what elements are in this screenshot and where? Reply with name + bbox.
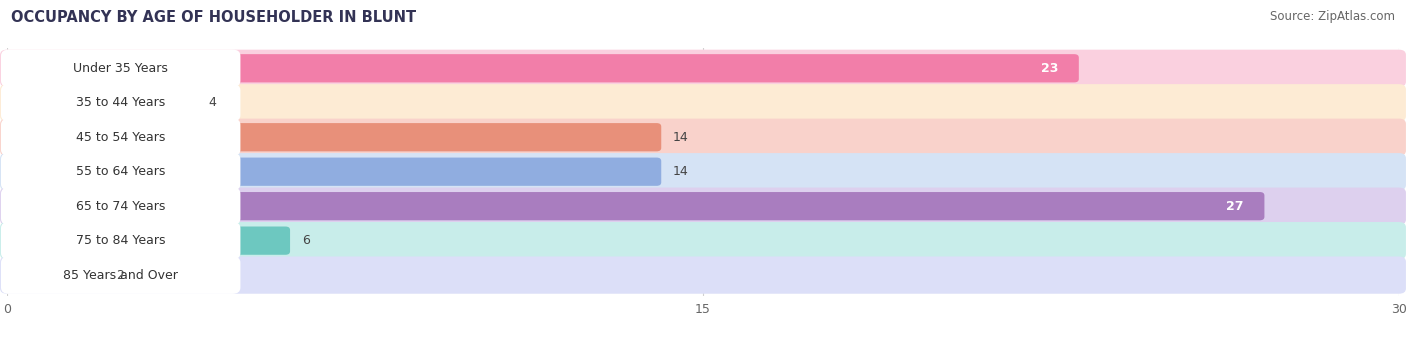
- FancyBboxPatch shape: [1, 118, 240, 156]
- FancyBboxPatch shape: [3, 261, 104, 289]
- FancyBboxPatch shape: [3, 89, 197, 117]
- FancyBboxPatch shape: [0, 188, 1406, 225]
- Text: 14: 14: [673, 131, 689, 144]
- FancyBboxPatch shape: [0, 119, 1406, 156]
- FancyBboxPatch shape: [0, 256, 1406, 294]
- Text: 85 Years and Over: 85 Years and Over: [63, 269, 179, 282]
- FancyBboxPatch shape: [0, 50, 1406, 87]
- FancyBboxPatch shape: [1, 222, 240, 259]
- Text: OCCUPANCY BY AGE OF HOUSEHOLDER IN BLUNT: OCCUPANCY BY AGE OF HOUSEHOLDER IN BLUNT: [11, 10, 416, 25]
- FancyBboxPatch shape: [1, 187, 240, 225]
- Text: 6: 6: [302, 234, 309, 247]
- FancyBboxPatch shape: [1, 50, 240, 87]
- FancyBboxPatch shape: [3, 54, 1078, 82]
- FancyBboxPatch shape: [1, 153, 240, 190]
- Text: 75 to 84 Years: 75 to 84 Years: [76, 234, 166, 247]
- Text: Source: ZipAtlas.com: Source: ZipAtlas.com: [1270, 10, 1395, 23]
- FancyBboxPatch shape: [3, 123, 661, 151]
- Text: 4: 4: [209, 96, 217, 109]
- Text: 55 to 64 Years: 55 to 64 Years: [76, 165, 166, 178]
- Text: 14: 14: [673, 165, 689, 178]
- FancyBboxPatch shape: [0, 153, 1406, 190]
- FancyBboxPatch shape: [0, 84, 1406, 121]
- FancyBboxPatch shape: [3, 226, 290, 255]
- Text: 45 to 54 Years: 45 to 54 Years: [76, 131, 166, 144]
- FancyBboxPatch shape: [3, 157, 661, 186]
- Text: 2: 2: [117, 269, 124, 282]
- Text: 35 to 44 Years: 35 to 44 Years: [76, 96, 166, 109]
- Text: 27: 27: [1226, 200, 1243, 213]
- Text: 23: 23: [1040, 62, 1057, 75]
- Text: Under 35 Years: Under 35 Years: [73, 62, 169, 75]
- FancyBboxPatch shape: [1, 84, 240, 121]
- FancyBboxPatch shape: [0, 222, 1406, 259]
- FancyBboxPatch shape: [1, 256, 240, 294]
- FancyBboxPatch shape: [3, 192, 1264, 220]
- Text: 65 to 74 Years: 65 to 74 Years: [76, 200, 166, 213]
